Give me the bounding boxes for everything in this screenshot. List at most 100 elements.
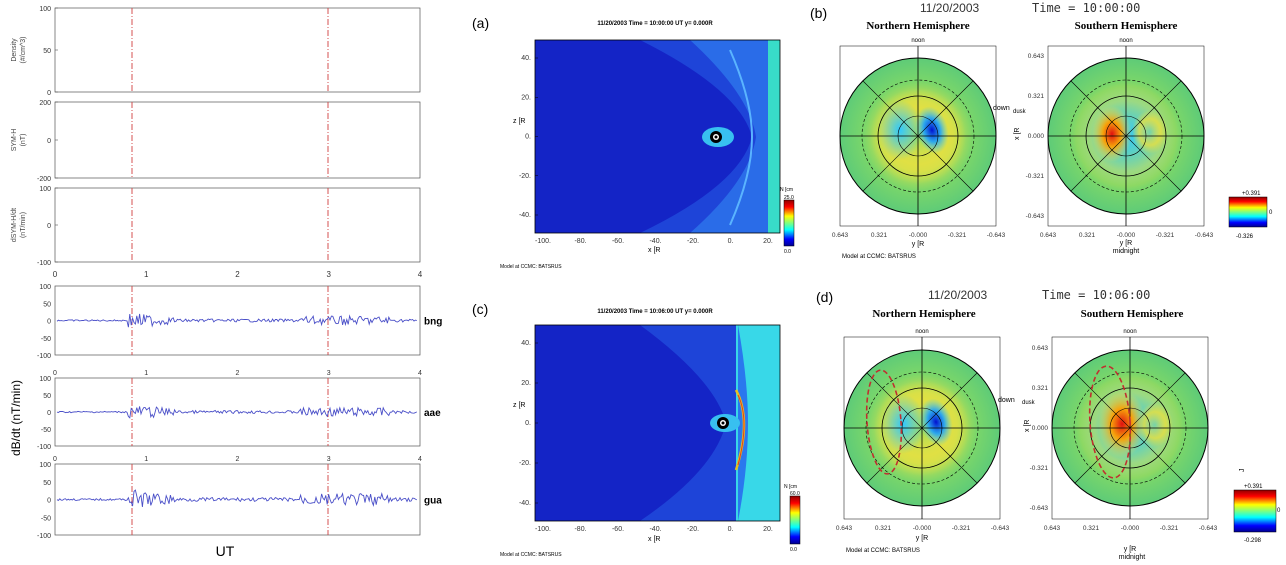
x-tick-label: -0.000	[913, 525, 932, 532]
polar-row-d: (d) 11/20/2003 Time = 10:06:00 Northern …	[816, 288, 1281, 561]
x-tick-label: 1	[144, 370, 148, 377]
y-tick-label: 0.643	[1028, 53, 1045, 60]
station-panel-gua: 100 50 0 -50 -100 gua 0 1 2 3 4	[37, 456, 442, 540]
x-tick-label: 0.321	[875, 525, 892, 532]
y-tick-label: 100	[39, 376, 51, 383]
x-tick-label: -0.321	[948, 232, 967, 239]
x-tick-label: 0	[53, 370, 57, 377]
polar-d-south-map	[1051, 336, 1209, 520]
mhd-a-x-ticks: -100. -80. -60. -40. -20. 0. 20.	[535, 238, 773, 245]
mhd-a-colorbar-min: 0.0	[784, 249, 791, 255]
mhd-title-a: 11/20/2003 Time = 10:00:00 UT y= 0.000R	[597, 21, 713, 27]
polar-d-north-xlabel: y [R	[916, 535, 928, 542]
polar-b-south-xlabel: y [R	[1120, 240, 1132, 247]
mhd-c-colorbar-title: N [cm	[784, 484, 797, 490]
polar-b-south-x-ticks: 0.643 0.321 -0.000 -0.321 -0.643	[1040, 232, 1214, 239]
polar-row-b: (b) 11/20/2003 Time = 10:00:00 Northern …	[810, 1, 1273, 260]
mhd-c-footer: Model at CCMC: BATSRUS	[500, 552, 562, 558]
y-tick-label: -0.321	[1030, 465, 1049, 472]
y-tick-label: 100	[39, 462, 51, 469]
x-tick-label: -0.643	[1199, 525, 1218, 532]
x-tick-label: 2	[235, 270, 240, 279]
station-label: bng	[424, 317, 442, 328]
polar-b-north-title: Northern Hemisphere	[866, 20, 969, 32]
x-tick-label: 0.	[728, 238, 734, 245]
y-tick-label: 0.321	[1028, 93, 1045, 100]
panel-label-d: (d)	[816, 289, 833, 305]
left-panel-1: 200 0 -200 SYM-H (nT)	[11, 100, 421, 183]
ut-axis-label: UT	[216, 543, 235, 559]
y-axis-label: (nT/min)	[20, 212, 27, 238]
polar-d-cbar-label: J	[1239, 469, 1246, 473]
panel-label-a: (a)	[472, 15, 489, 31]
polar-d-midnight: midnight	[1119, 554, 1146, 561]
station-trace	[56, 489, 418, 508]
x-tick-label: -60.	[612, 526, 624, 533]
station-panel-bng: 100 50 0 -50 -100 bng	[37, 284, 442, 360]
y-axis-label: Density	[11, 38, 18, 62]
y-tick-label: 40.	[521, 55, 531, 62]
y-tick-label: 100	[39, 284, 51, 291]
mhd-a-colorbar	[783, 199, 795, 247]
polar-d-south-x-ticks: 0.643 0.321 -0.000 -0.321 -0.643	[1044, 525, 1218, 532]
mhd-a-colorbar-title: N [cm	[780, 187, 793, 193]
polar-b-time: Time = 10:00:00	[1032, 1, 1140, 15]
polar-b-north-x-ticks: 0.643 0.321 -0.000 -0.321 -0.643	[832, 232, 1006, 239]
y-tick-label: -20.	[519, 460, 531, 467]
station-trace	[56, 406, 418, 419]
x-tick-label: 2	[236, 370, 240, 377]
x-tick-label: -0.321	[1156, 232, 1175, 239]
station-trace	[56, 313, 417, 328]
x-tick-label: 3	[327, 270, 332, 279]
station-label: gua	[424, 496, 442, 507]
y-tick-label: 50	[43, 301, 51, 308]
x-tick-label: 0.643	[1040, 232, 1057, 239]
polar-b-midnight: midnight	[1113, 248, 1140, 255]
y-tick-label: -0.321	[1026, 173, 1045, 180]
polar-b-cbar-min: -0.326	[1236, 234, 1254, 240]
polar-d-cbar-max: +0.391	[1244, 484, 1263, 490]
polar-d-south-xlabel: y [R	[1124, 546, 1136, 553]
y-tick-label: 100	[39, 186, 51, 193]
y-tick-label: 0	[47, 498, 51, 505]
x-tick-label: 2	[236, 456, 240, 463]
y-tick-label: 0.	[525, 420, 531, 427]
mhd-c-colorbar-min: 0.0	[790, 547, 797, 553]
x-tick-label: 0.321	[871, 232, 888, 239]
x-tick-label: -0.000	[909, 232, 928, 239]
polar-d-colorbar	[1233, 489, 1277, 533]
x-tick-label: -40.	[649, 526, 661, 533]
y-tick-label: 50	[43, 480, 51, 487]
x-tick-label: 0.321	[1079, 232, 1096, 239]
x-tick-label: -80.	[574, 526, 586, 533]
polar-b-south-map	[1047, 45, 1205, 227]
dbdt-axis-label: dB/dt (nT/min)	[9, 380, 23, 456]
x-tick-label: -20.	[687, 238, 699, 245]
x-tick-label: 20.	[763, 526, 773, 533]
x-tick-label: 0.321	[1083, 525, 1100, 532]
y-tick-label: -0.643	[1026, 213, 1045, 220]
polar-d-noon-south: noon	[1123, 329, 1136, 335]
x-tick-label: -80.	[574, 238, 586, 245]
y-tick-label: 0.000	[1028, 133, 1045, 140]
x-tick-label: 20.	[763, 238, 773, 245]
stack1-x-ticks: 0 1 2 3 4	[53, 270, 423, 279]
x-tick-label: -0.000	[1121, 525, 1140, 532]
y-tick-label: 0.643	[1032, 345, 1049, 352]
polar-b-cbar-max: +0.391	[1242, 191, 1261, 197]
x-tick-label: 0.643	[1044, 525, 1061, 532]
polar-d-cbar-mid: 0	[1277, 508, 1281, 514]
x-tick-label: -0.643	[991, 525, 1010, 532]
x-tick-label: -0.643	[1195, 232, 1214, 239]
mhd-c-xlabel: x [R	[648, 536, 660, 543]
polar-b-cbar-mid: 0	[1269, 210, 1273, 216]
mhd-a-footer: Model at CCMC: BATSRUS	[500, 264, 562, 270]
y-axis-label: (nT)	[20, 134, 27, 147]
mhd-c-colorbar-max: 60.0	[790, 491, 800, 497]
polar-d-date: 11/20/2003	[928, 288, 987, 302]
y-tick-label: -100	[37, 533, 51, 540]
mhd-a-colorbar-max: 25.0	[784, 195, 794, 201]
plot-frame	[54, 285, 421, 356]
x-tick-label: 0	[53, 456, 57, 463]
